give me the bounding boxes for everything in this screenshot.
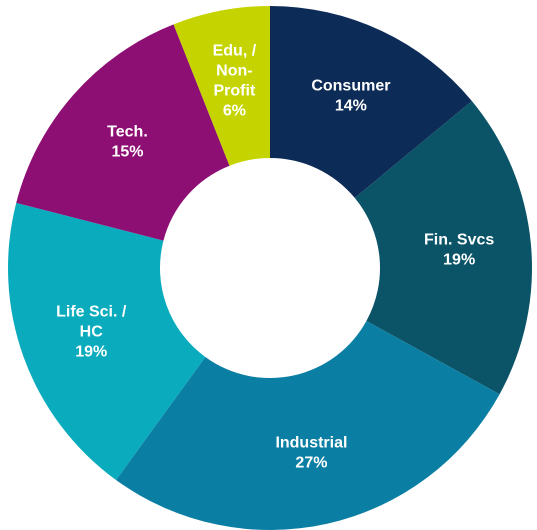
value-label: 15% <box>111 144 143 161</box>
slice <box>116 320 500 530</box>
value-label: 19% <box>75 344 107 361</box>
slice-label: HC <box>80 324 104 341</box>
value-label: 14% <box>335 97 367 114</box>
slice <box>270 6 472 198</box>
value-label: 19% <box>443 251 475 268</box>
slice <box>16 24 230 241</box>
slice-label: Industrial <box>275 435 347 452</box>
slice-label: Consumer <box>311 77 390 94</box>
slice <box>8 202 206 480</box>
value-label: 27% <box>295 455 327 472</box>
slice-label: Life Sci. / <box>56 304 127 321</box>
slice-label: Edu, / <box>213 43 257 60</box>
slice-label: Fin. Svcs <box>424 231 494 248</box>
value-label: 6% <box>223 103 246 120</box>
slice <box>354 100 532 395</box>
slice-label: Tech. <box>107 124 148 141</box>
slice-label: Non- <box>216 63 252 80</box>
slice-label: Profit <box>214 83 256 100</box>
slice <box>173 6 270 166</box>
